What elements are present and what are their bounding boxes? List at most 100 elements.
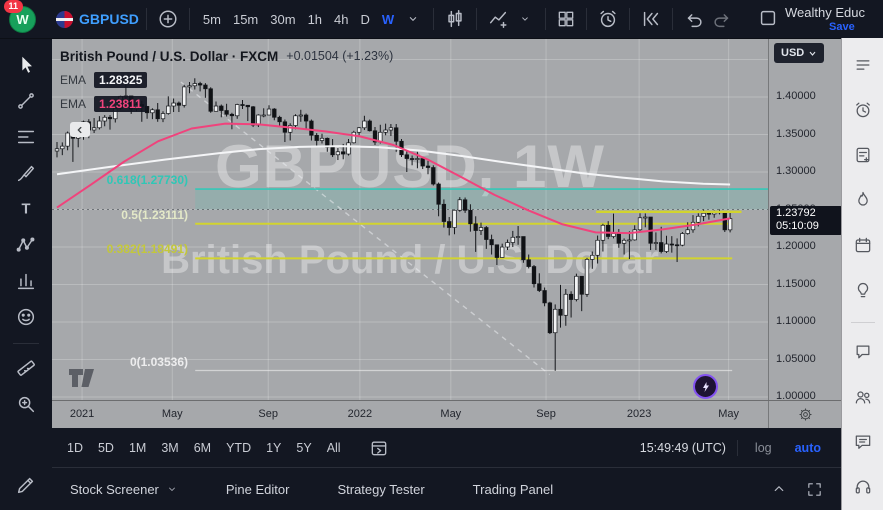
undo-button[interactable] [680, 5, 708, 33]
account-logo[interactable]: W 11 [4, 0, 36, 33]
wealthy-education-logo[interactable]: W [9, 5, 36, 33]
toolbar-separator [476, 8, 478, 30]
tab-label: Pine Editor [225, 481, 290, 497]
range-button-5Y[interactable]: 5Y [296, 440, 312, 455]
interval-button-5m[interactable]: 5m [197, 8, 227, 31]
axis-controls: 15:49:49 (UTC) log auto [639, 439, 827, 456]
draw-mode-button[interactable] [9, 468, 43, 502]
axis-settings-corner[interactable] [768, 401, 841, 428]
community-button[interactable] [848, 382, 878, 412]
tab-label: Strategy Tester [337, 481, 425, 497]
save-layout-icon [760, 10, 776, 26]
ideas-icon [857, 283, 868, 298]
indicators-menu-button[interactable] [512, 5, 538, 33]
layout-grid-button[interactable] [553, 5, 579, 33]
indicators-button[interactable] [484, 5, 512, 33]
bar-replay-button[interactable] [637, 5, 665, 33]
panel-maximize-button[interactable] [806, 481, 823, 498]
calendar-button[interactable] [848, 230, 878, 260]
toolbar-separator [145, 8, 147, 30]
toolbar-separator [672, 8, 674, 30]
chart-title[interactable]: British Pound / U.S. Dollar · FXCM [60, 48, 279, 64]
chat-button[interactable] [848, 337, 878, 367]
save-layout-button[interactable] [757, 7, 779, 29]
interval-button-30m[interactable]: 30m [264, 8, 301, 31]
separator [736, 439, 738, 456]
xabcd-pattern-tool-button[interactable] [9, 228, 43, 262]
range-button-YTD[interactable]: YTD [226, 440, 252, 455]
journal-icon [856, 147, 869, 163]
ema2-label[interactable]: EMA [60, 97, 87, 111]
time-axis[interactable]: 2021 May Sep 2022 May Sep 2023 May [52, 400, 841, 428]
range-button-1D[interactable]: 1D [67, 440, 83, 455]
add-symbol-button[interactable] [154, 5, 182, 33]
fib-retracement-tool-button[interactable] [9, 120, 43, 154]
fib-retracement-icon [17, 130, 35, 144]
text-tool-button[interactable]: T [9, 192, 43, 226]
range-button-All[interactable]: All [326, 440, 341, 455]
trend-line-tool-button[interactable] [9, 84, 43, 118]
time-axis-label: May [161, 408, 183, 420]
interval-button-W[interactable]: W [376, 8, 400, 31]
emoji-tool-button[interactable] [9, 300, 43, 334]
panel-collapse-icon [774, 486, 784, 492]
candlestick-chart[interactable] [52, 38, 768, 400]
chart-canvas[interactable]: GBPUSD, 1W British Pound / U.S. Dollar 0… [52, 38, 768, 400]
help-button[interactable] [848, 472, 878, 502]
tab-trading-panel[interactable]: Trading Panel [473, 482, 553, 497]
currency-selector[interactable]: USD [774, 43, 825, 63]
tab-stock-screener[interactable]: Stock Screener [70, 482, 178, 497]
goto-date-icon [371, 441, 386, 455]
range-button-3M[interactable]: 3M [161, 440, 179, 455]
range-button-6M[interactable]: 6M [193, 440, 212, 455]
interval-button-1h[interactable]: 1h [302, 8, 328, 31]
redo-button[interactable] [708, 5, 736, 33]
range-button-1Y[interactable]: 1Y [266, 440, 282, 455]
chevron-down-icon [809, 51, 816, 56]
symbol-button[interactable]: GBPUSD [56, 10, 139, 28]
zoom-tool-button[interactable] [9, 387, 43, 421]
layout-name[interactable]: Wealthy Educ [785, 5, 865, 20]
price-tick: 1.20000 [776, 240, 816, 253]
panel-expand-button[interactable] [770, 480, 788, 498]
range-button-5D[interactable]: 5D [97, 440, 114, 455]
measure-tool-button[interactable] [9, 351, 43, 385]
interval-button-4h[interactable]: 4h [328, 8, 354, 31]
tab-pine-editor[interactable]: Pine Editor [226, 482, 290, 497]
interval-menu-button[interactable] [400, 5, 426, 33]
range-button-1M[interactable]: 1M [128, 440, 147, 455]
alerts-button[interactable] [848, 95, 878, 125]
interval-button-15m[interactable]: 15m [227, 8, 264, 31]
alert-button[interactable] [594, 5, 622, 33]
utc-clock[interactable]: 15:49:49 (UTC) [639, 440, 726, 455]
interval-button-D[interactable]: D [355, 8, 376, 31]
layout-save-group: Wealthy Educ Save [755, 0, 883, 38]
legend-collapse-button[interactable] [70, 122, 90, 137]
save-button[interactable]: Save [829, 21, 855, 33]
journal-button[interactable] [848, 140, 878, 170]
time-axis-label: 2021 [69, 408, 95, 420]
goto-date-button[interactable] [369, 438, 389, 458]
watchlist-button[interactable] [848, 50, 878, 80]
toolbar-separator [629, 8, 631, 30]
quick-trade-button[interactable] [693, 374, 718, 399]
brush-tool-button[interactable] [9, 156, 43, 190]
chevron-down-icon [409, 17, 417, 21]
cursor-icon [22, 56, 32, 73]
tradingview-logo[interactable] [66, 366, 100, 395]
chart-type-button[interactable] [441, 5, 469, 33]
messages-button[interactable] [848, 427, 878, 457]
log-scale-toggle[interactable]: log [749, 440, 778, 456]
hotlists-button[interactable] [848, 185, 878, 215]
cursor-tool-button[interactable] [9, 48, 43, 82]
forecast-tool-button[interactable] [9, 264, 43, 298]
bar-countdown: 05:10:09 [776, 219, 819, 232]
currency-label: USD [781, 47, 805, 59]
ideas-button[interactable] [848, 275, 878, 305]
price-scale[interactable]: USD 1.400001.350001.300001.250001.200001… [768, 38, 842, 402]
auto-scale-toggle[interactable]: auto [789, 440, 827, 456]
ema1-label[interactable]: EMA [60, 73, 87, 87]
tab-strategy-tester[interactable]: Strategy Tester [337, 482, 424, 497]
time-axis-label: May [718, 408, 739, 420]
